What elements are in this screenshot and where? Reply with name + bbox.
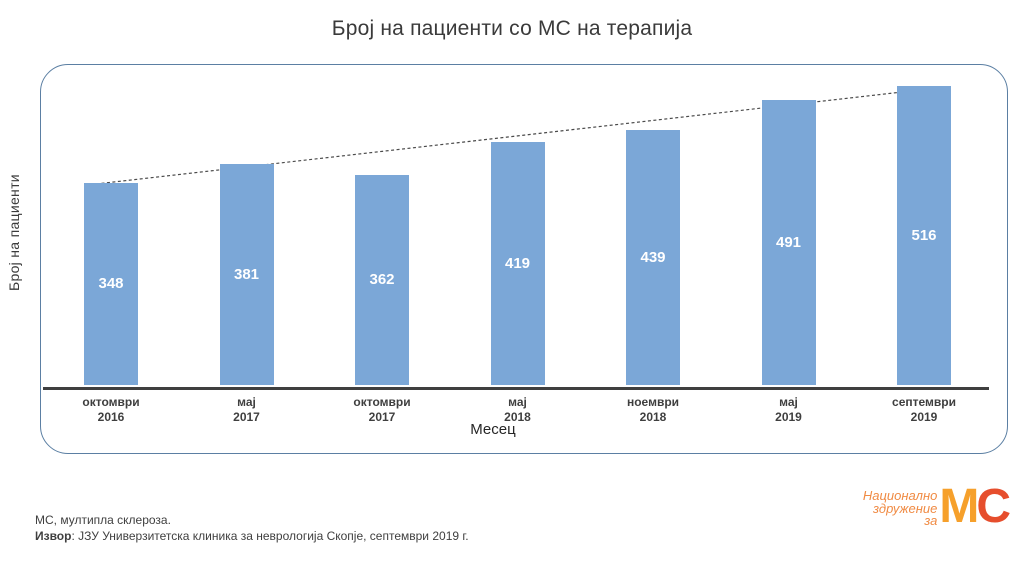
x-tick-label-2: октомври 2017	[353, 395, 411, 424]
bar-value-label: 348	[98, 275, 124, 292]
bar-value-label: 439	[640, 248, 666, 266]
x-tick-label-5: мај 2019	[775, 395, 802, 424]
x-axis-line	[43, 387, 989, 390]
x-tick-label-0: октомври 2016	[82, 395, 140, 424]
x-tick-label-4: ноември 2018	[626, 395, 680, 424]
bar-value-label: 419	[504, 254, 531, 272]
bar-3: 419	[490, 142, 545, 385]
bar-value-label: 381	[233, 265, 260, 283]
ms-logo-mark: МС	[939, 483, 1011, 531]
bar-value-label: 516	[911, 226, 937, 244]
x-tick-label-1: мај 2017	[233, 395, 260, 424]
bar-6: 516	[897, 86, 951, 385]
logo-mark-c: С	[976, 480, 1011, 533]
x-tick-label-6: септември 2019	[892, 395, 956, 424]
footnote-source-text: : ЈЗУ Универзитетска клиника за невролог…	[71, 529, 469, 543]
chart-title: Број на пациенти со МС на терапија	[331, 17, 693, 40]
y-axis-title: Број на пациенти	[6, 174, 22, 291]
chart-panel: 348 381 362 419 439 491 516 октомври 2016 мај 201…	[40, 64, 1008, 454]
logo-org-name: Национално здружение за	[862, 488, 938, 529]
bar-4: 439	[626, 130, 680, 385]
organization-logo: Национално здружение за МС	[862, 483, 1011, 531]
bar-2: 362	[355, 175, 409, 385]
bar-value-label: 362	[369, 271, 395, 288]
footnote-source: Извор: ЈЗУ Универзитетска клиника за нев…	[35, 528, 469, 544]
bar-0: 348	[84, 183, 138, 385]
footnote: МС, мултипла склероза. Извор: ЈЗУ Универ…	[35, 512, 469, 544]
x-axis-title: Месец	[470, 421, 516, 438]
bar-1: 381	[219, 164, 274, 385]
bar-5: 491	[761, 100, 816, 385]
x-tick-label-3: мај 2018	[504, 395, 531, 424]
logo-mark-m: М	[939, 480, 979, 533]
footnote-abbreviation: МС, мултипла склероза.	[35, 513, 171, 527]
bar-value-label: 491	[775, 233, 802, 251]
footnote-source-label: Извор	[35, 529, 72, 543]
